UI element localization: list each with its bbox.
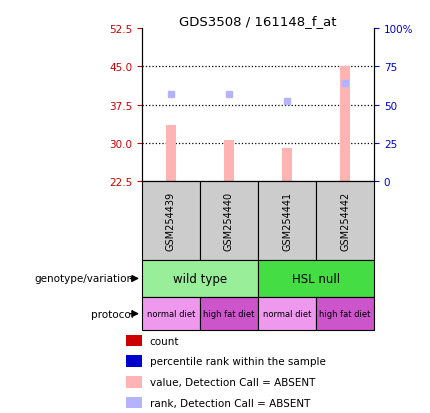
Bar <box>142 297 200 330</box>
Text: count: count <box>150 336 179 346</box>
Bar <box>316 297 374 330</box>
Text: high fat diet: high fat diet <box>203 309 255 318</box>
Text: high fat diet: high fat diet <box>319 309 371 318</box>
Text: GSM254440: GSM254440 <box>224 192 234 250</box>
Text: percentile rank within the sample: percentile rank within the sample <box>150 356 326 366</box>
Text: HSL null: HSL null <box>292 272 340 285</box>
Text: value, Detection Call = ABSENT: value, Detection Call = ABSENT <box>150 377 315 387</box>
Text: GSM254441: GSM254441 <box>282 192 292 250</box>
Bar <box>258 260 374 297</box>
Bar <box>142 182 200 260</box>
Title: GDS3508 / 161148_f_at: GDS3508 / 161148_f_at <box>179 15 337 28</box>
Text: protocol: protocol <box>91 309 133 319</box>
Bar <box>200 182 258 260</box>
Bar <box>258 297 316 330</box>
Bar <box>126 376 141 388</box>
Text: GSM254442: GSM254442 <box>340 191 350 251</box>
Text: genotype/variation: genotype/variation <box>34 274 133 284</box>
Bar <box>316 182 374 260</box>
Bar <box>126 356 141 367</box>
Text: rank, Detection Call = ABSENT: rank, Detection Call = ABSENT <box>150 398 310 408</box>
Bar <box>340 67 350 182</box>
Bar <box>126 397 141 408</box>
Text: wild type: wild type <box>173 272 227 285</box>
Bar <box>258 182 316 260</box>
Bar <box>200 297 258 330</box>
Bar <box>282 149 292 182</box>
Text: normal diet: normal diet <box>263 309 311 318</box>
Bar <box>126 335 141 347</box>
Bar <box>142 260 258 297</box>
Text: normal diet: normal diet <box>147 309 195 318</box>
Bar <box>224 141 234 182</box>
Text: GSM254439: GSM254439 <box>166 192 176 250</box>
Bar <box>166 126 176 182</box>
